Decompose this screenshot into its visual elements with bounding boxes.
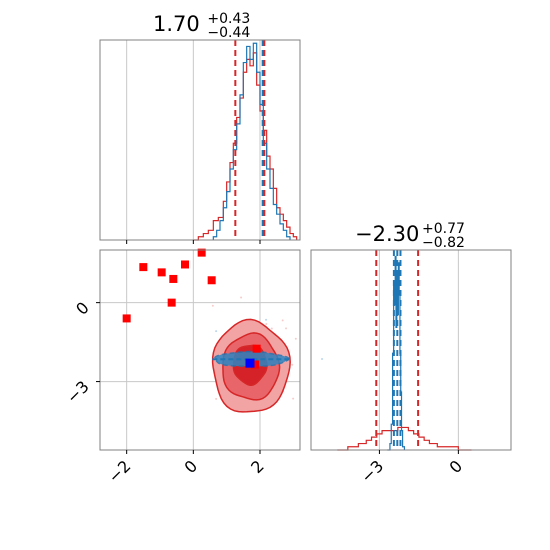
y-tick-label-param2: −3 xyxy=(63,377,93,407)
hist1-blue-series xyxy=(212,42,291,240)
sample-point xyxy=(270,327,273,330)
red-marker xyxy=(251,360,259,369)
title-lower-error: −0.44 xyxy=(207,25,250,41)
red-marker xyxy=(157,268,166,277)
title-upper-error: +0.77 xyxy=(422,221,465,237)
sample-point xyxy=(265,318,268,321)
sample-point xyxy=(215,330,218,333)
sample-point xyxy=(215,397,218,400)
hist2-frame xyxy=(310,249,512,451)
hist1-red-series xyxy=(193,52,298,241)
panel-title-2: −2.30 +0.77−0.82 xyxy=(355,221,465,251)
title-lower-error: −0.82 xyxy=(422,235,465,251)
sample-point xyxy=(321,357,324,360)
sample-point xyxy=(285,327,288,330)
red-marker xyxy=(122,314,131,323)
x-tick-label-param2: −3 xyxy=(357,456,387,486)
red-marker xyxy=(139,263,148,272)
joint-posterior xyxy=(96,248,324,454)
red-marker xyxy=(167,298,176,307)
red-marker xyxy=(181,260,189,269)
sample-point xyxy=(240,296,243,299)
title-value: −2.30 xyxy=(355,222,419,246)
sample-point xyxy=(292,397,295,400)
panel-title-1: 1.70 +0.43−0.44 xyxy=(153,11,250,41)
hist2-blue-series xyxy=(387,255,406,451)
sample-point xyxy=(281,319,284,322)
red-marker xyxy=(197,248,206,257)
blue-marker xyxy=(245,358,255,368)
x-tick-label-param1: −2 xyxy=(104,456,134,486)
histogram-param1 xyxy=(99,39,301,244)
sample-point xyxy=(294,337,297,340)
y-tick-label-param2: 0 xyxy=(72,298,93,319)
x-tick-label-param1: 0 xyxy=(181,456,202,477)
sample-point xyxy=(265,323,268,326)
hist2-red-series xyxy=(337,426,472,451)
sample-point xyxy=(211,304,214,307)
x-tick-label-param2: 0 xyxy=(446,456,467,477)
titles: 1.70 +0.43−0.44 −2.30 +0.77−0.82 xyxy=(153,11,465,251)
red-marker xyxy=(207,276,216,285)
title-value: 1.70 xyxy=(153,12,200,36)
sample-point xyxy=(291,363,294,366)
histogram-param2 xyxy=(310,249,512,454)
x-tick-label-param1: 2 xyxy=(247,456,268,477)
title-upper-error: +0.43 xyxy=(207,11,250,27)
red-marker xyxy=(252,344,261,353)
red-marker xyxy=(169,274,178,283)
joint-frame xyxy=(99,249,301,451)
hist1-frame xyxy=(99,39,301,241)
